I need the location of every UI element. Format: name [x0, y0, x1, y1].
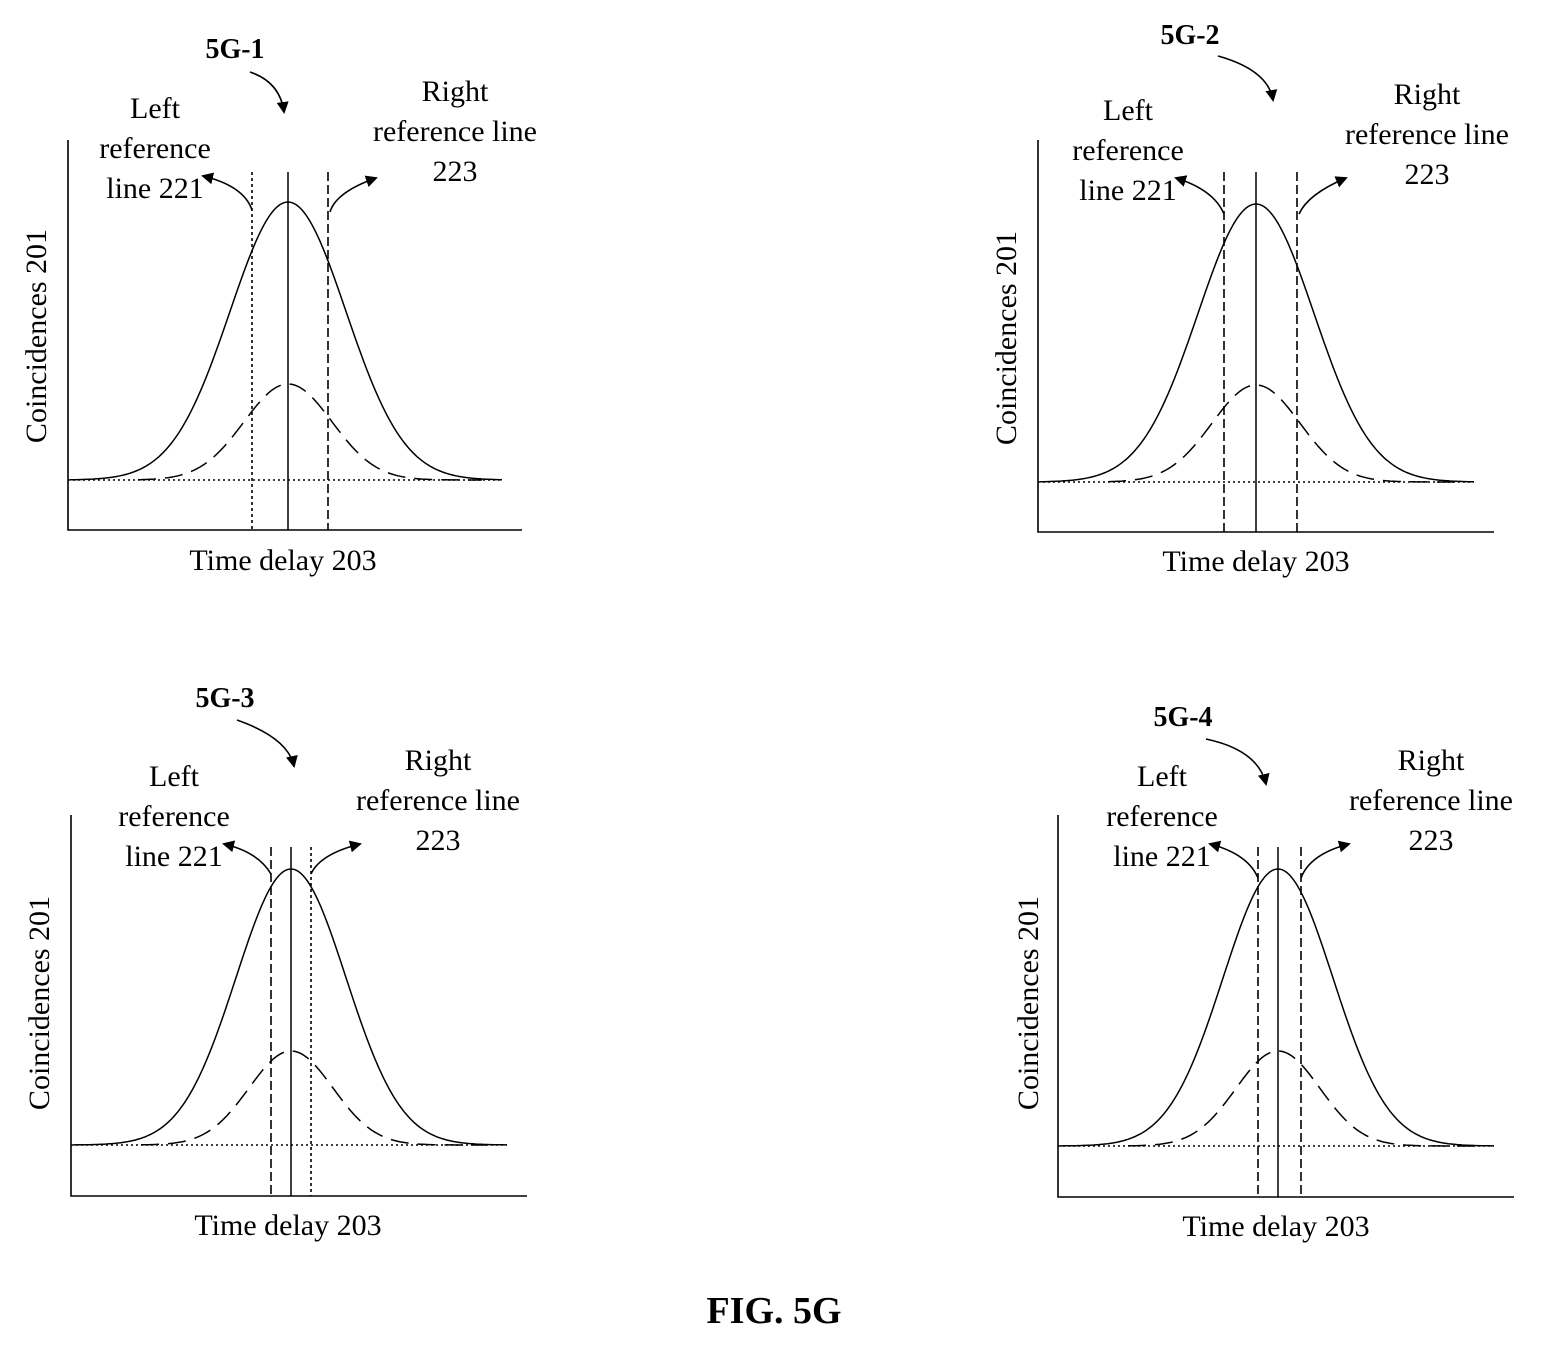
partial-curve [1107, 384, 1454, 483]
right-reference-label-line: 223 [1409, 824, 1454, 857]
right-reference-label-line: Right [405, 744, 472, 777]
right-label-arrow [329, 175, 378, 213]
left-reference-label-line: reference [1106, 800, 1218, 833]
x-axis-label: Time delay 203 [189, 544, 376, 577]
left-reference-label: Left reference line 221 [118, 760, 230, 873]
y-axis-label: Coincidences 201 [20, 229, 53, 443]
left-label-arrow [1174, 175, 1225, 215]
left-reference-label-line: line 221 [106, 172, 204, 205]
panel-5g-3: 5G-3 Left reference line 221 Right reference … [23, 683, 527, 1242]
right-reference-label-line: 223 [416, 824, 461, 857]
left-reference-label-line: reference [118, 800, 230, 833]
y-axis-label: Coincidences 201 [23, 896, 56, 1110]
left-reference-label-line: Left [1137, 760, 1188, 793]
left-reference-label-line: Left [1103, 94, 1154, 127]
total-curve [73, 868, 507, 1146]
panel-id-arrow [1217, 55, 1278, 102]
left-label-arrow [1208, 840, 1259, 879]
axes [70, 815, 527, 1197]
right-label-arrow [1300, 840, 1351, 879]
right-reference-label: Right reference line 223 [373, 75, 537, 188]
axes [1057, 815, 1514, 1198]
total-curve [69, 201, 502, 481]
partial-curve [138, 383, 482, 481]
right-reference-label-line: Right [1394, 78, 1461, 111]
left-reference-label-line: line 221 [1079, 174, 1177, 207]
right-label-arrow [1298, 176, 1348, 215]
right-reference-label-line: reference line [373, 115, 537, 148]
left-reference-label-line: reference [1072, 134, 1184, 167]
panel-5g-1: 5G-1 Left reference line 221 Right reference … [20, 34, 537, 577]
right-label-arrow [310, 840, 362, 875]
total-curve [1060, 868, 1494, 1147]
panel-id-arrow [1205, 738, 1270, 786]
figure-caption: FIG. 5G [706, 1290, 841, 1332]
right-reference-label-line: Right [422, 75, 489, 108]
left-reference-label: Left reference line 221 [1106, 760, 1218, 873]
left-reference-label: Left reference line 221 [99, 92, 211, 205]
partial-curve [141, 1050, 487, 1146]
left-reference-label-line: reference [99, 132, 211, 165]
left-label-arrow [222, 840, 272, 875]
right-reference-label-line: reference line [1345, 118, 1509, 151]
right-reference-label: Right reference line 223 [1349, 744, 1513, 857]
panel-id: 5G-2 [1160, 20, 1219, 51]
panel-5g-2: 5G-2 Left reference line 221 Right reference … [990, 20, 1509, 578]
x-axis-label: Time delay 203 [1162, 545, 1349, 578]
y-axis-label: Coincidences 201 [1012, 896, 1045, 1110]
total-curve [1040, 203, 1475, 483]
panel-id: 5G-3 [195, 683, 254, 714]
right-reference-label: Right reference line 223 [356, 744, 520, 857]
panel-id-arrow [249, 71, 289, 114]
left-reference-label-line: line 221 [1113, 840, 1211, 873]
left-reference-label-line: Left [130, 92, 181, 125]
right-reference-label-line: reference line [1349, 784, 1513, 817]
panel-id-arrow [236, 719, 298, 768]
right-reference-label: Right reference line 223 [1345, 78, 1509, 191]
right-reference-label-line: 223 [433, 155, 478, 188]
panel-5g-4: 5G-4 Left reference line 221 Right reference … [1012, 702, 1514, 1243]
panel-id: 5G-4 [1153, 702, 1212, 733]
left-reference-label-line: Left [149, 760, 200, 793]
axes [67, 140, 522, 531]
axes [1037, 140, 1494, 533]
right-reference-label-line: reference line [356, 784, 520, 817]
left-reference-label: Left reference line 221 [1072, 94, 1184, 207]
left-label-arrow [201, 172, 253, 211]
x-axis-label: Time delay 203 [194, 1209, 381, 1242]
right-reference-label-line: 223 [1405, 158, 1450, 191]
x-axis-label: Time delay 203 [1182, 1210, 1369, 1243]
partial-curve [1128, 1050, 1474, 1147]
left-reference-label-line: line 221 [125, 840, 223, 873]
y-axis-label: Coincidences 201 [990, 231, 1023, 445]
panel-id: 5G-1 [205, 34, 264, 65]
right-reference-label-line: Right [1398, 744, 1465, 777]
